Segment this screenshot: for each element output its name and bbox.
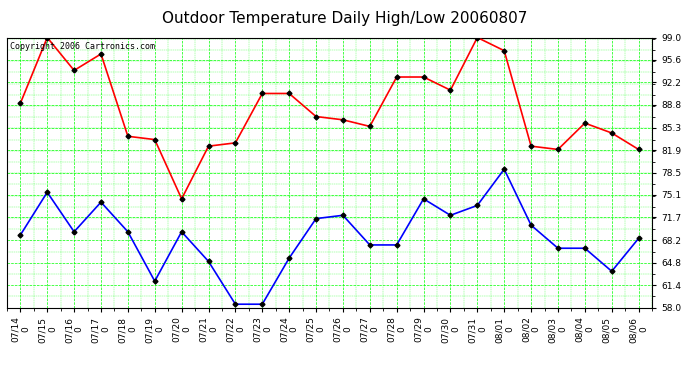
Text: Copyright 2006 Cartronics.com: Copyright 2006 Cartronics.com: [10, 42, 155, 51]
Text: Outdoor Temperature Daily High/Low 20060807: Outdoor Temperature Daily High/Low 20060…: [162, 11, 528, 26]
